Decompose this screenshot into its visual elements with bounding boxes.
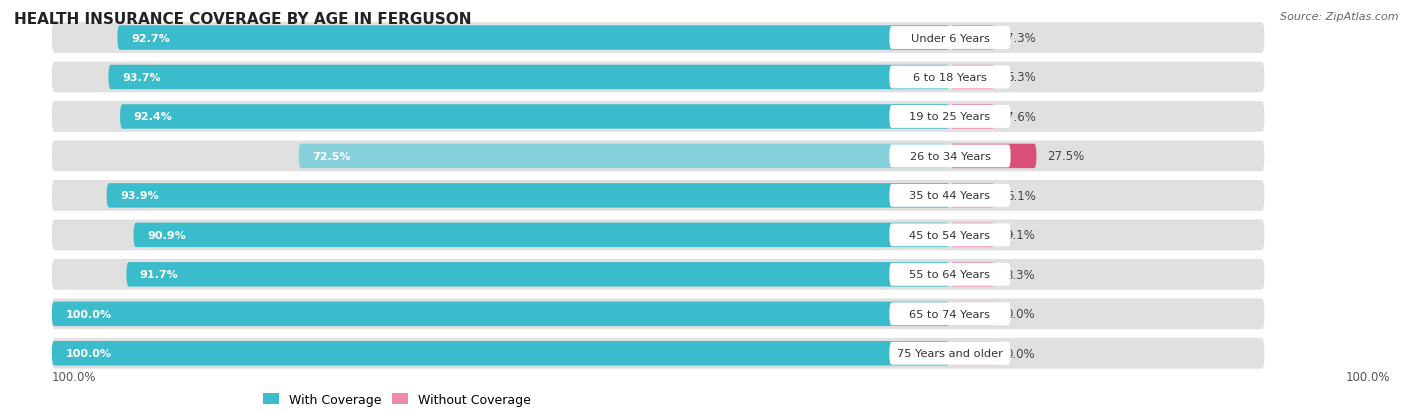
FancyBboxPatch shape (890, 27, 1011, 50)
FancyBboxPatch shape (52, 23, 1264, 54)
Text: 72.5%: 72.5% (312, 152, 352, 161)
Text: 26 to 34 Years: 26 to 34 Years (910, 152, 990, 161)
FancyBboxPatch shape (120, 105, 950, 129)
FancyBboxPatch shape (52, 180, 1264, 211)
Text: HEALTH INSURANCE COVERAGE BY AGE IN FERGUSON: HEALTH INSURANCE COVERAGE BY AGE IN FERG… (14, 12, 471, 27)
Text: 0.0%: 0.0% (1005, 308, 1035, 320)
Text: 92.7%: 92.7% (131, 33, 170, 43)
FancyBboxPatch shape (134, 223, 950, 247)
FancyBboxPatch shape (52, 62, 1264, 93)
Text: 9.1%: 9.1% (1005, 229, 1036, 242)
Text: 7.6%: 7.6% (1005, 111, 1036, 123)
FancyBboxPatch shape (118, 26, 950, 51)
FancyBboxPatch shape (890, 145, 1011, 168)
FancyBboxPatch shape (890, 263, 1011, 286)
FancyBboxPatch shape (107, 184, 950, 208)
Text: 0.0%: 0.0% (1005, 347, 1035, 360)
Text: Source: ZipAtlas.com: Source: ZipAtlas.com (1281, 12, 1399, 22)
Text: 7.3%: 7.3% (1005, 32, 1035, 45)
FancyBboxPatch shape (52, 302, 950, 326)
Text: 100.0%: 100.0% (65, 309, 111, 319)
Text: 93.7%: 93.7% (122, 73, 160, 83)
FancyBboxPatch shape (52, 102, 1264, 133)
FancyBboxPatch shape (950, 105, 995, 129)
FancyBboxPatch shape (890, 185, 1011, 207)
Text: 75 Years and older: 75 Years and older (897, 349, 1002, 358)
FancyBboxPatch shape (108, 66, 950, 90)
FancyBboxPatch shape (950, 66, 995, 90)
FancyBboxPatch shape (950, 262, 995, 287)
Text: 100.0%: 100.0% (52, 370, 97, 383)
FancyBboxPatch shape (950, 184, 995, 208)
Legend: With Coverage, Without Coverage: With Coverage, Without Coverage (257, 388, 536, 411)
FancyBboxPatch shape (890, 66, 1011, 89)
Text: 27.5%: 27.5% (1047, 150, 1084, 163)
Text: 93.9%: 93.9% (120, 191, 159, 201)
Text: 45 to 54 Years: 45 to 54 Years (910, 230, 990, 240)
FancyBboxPatch shape (950, 223, 995, 247)
Text: 6.3%: 6.3% (1005, 71, 1035, 84)
Text: 65 to 74 Years: 65 to 74 Years (910, 309, 990, 319)
Text: 6.1%: 6.1% (1005, 190, 1036, 202)
Text: 92.4%: 92.4% (134, 112, 173, 122)
FancyBboxPatch shape (950, 26, 995, 51)
FancyBboxPatch shape (890, 224, 1011, 247)
FancyBboxPatch shape (52, 220, 1264, 251)
Text: 19 to 25 Years: 19 to 25 Years (910, 112, 991, 122)
Text: 35 to 44 Years: 35 to 44 Years (910, 191, 990, 201)
Text: 6 to 18 Years: 6 to 18 Years (912, 73, 987, 83)
FancyBboxPatch shape (127, 262, 950, 287)
FancyBboxPatch shape (950, 302, 995, 326)
FancyBboxPatch shape (52, 338, 1264, 369)
FancyBboxPatch shape (52, 259, 1264, 290)
FancyBboxPatch shape (890, 303, 1011, 325)
Text: 100.0%: 100.0% (1346, 370, 1391, 383)
Text: 90.9%: 90.9% (148, 230, 186, 240)
Text: 100.0%: 100.0% (65, 349, 111, 358)
Text: 55 to 64 Years: 55 to 64 Years (910, 270, 990, 280)
Text: 91.7%: 91.7% (139, 270, 179, 280)
Text: Under 6 Years: Under 6 Years (911, 33, 990, 43)
FancyBboxPatch shape (950, 341, 995, 366)
FancyBboxPatch shape (890, 342, 1011, 365)
FancyBboxPatch shape (299, 144, 950, 169)
FancyBboxPatch shape (52, 299, 1264, 330)
Text: 8.3%: 8.3% (1005, 268, 1035, 281)
FancyBboxPatch shape (52, 141, 1264, 172)
FancyBboxPatch shape (950, 144, 1036, 169)
FancyBboxPatch shape (890, 106, 1011, 128)
FancyBboxPatch shape (52, 341, 950, 366)
